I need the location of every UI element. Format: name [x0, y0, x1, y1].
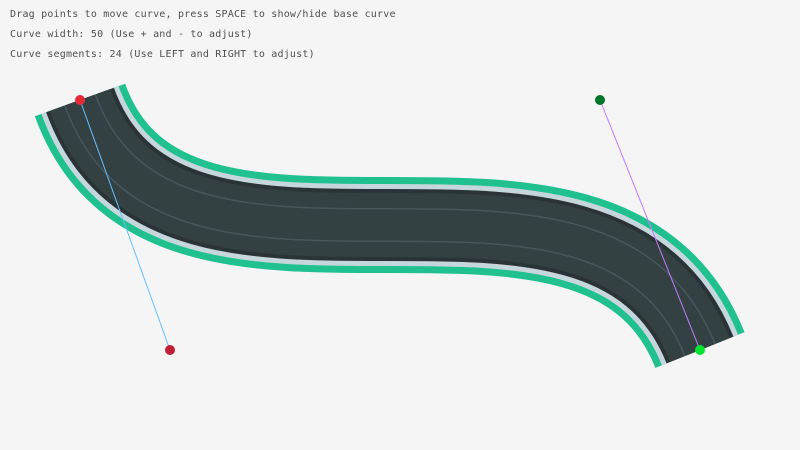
- end-point[interactable]: [695, 345, 705, 355]
- instruction-drag: Drag points to move curve, press SPACE t…: [10, 9, 396, 20]
- end-handle-line: [599, 99, 701, 351]
- start-point[interactable]: [75, 95, 85, 105]
- start-handle-line: [79, 99, 171, 351]
- start-tangent-point[interactable]: [165, 345, 175, 355]
- instruction-width: Curve width: 50 (Use + and - to adjust): [10, 29, 253, 40]
- road-center: [65, 94, 715, 356]
- end-tangent-point[interactable]: [595, 95, 605, 105]
- instruction-segments: Curve segments: 24 (Use LEFT and RIGHT t…: [10, 49, 315, 60]
